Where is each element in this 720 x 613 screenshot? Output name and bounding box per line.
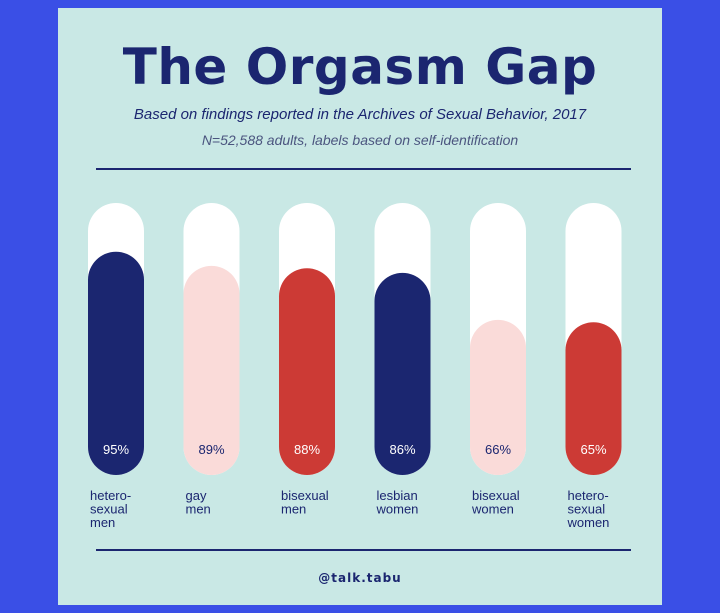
value-label: 95%	[103, 442, 129, 457]
bar-group: 66% bisexual women	[470, 203, 526, 517]
bar	[88, 251, 144, 475]
bar	[374, 272, 431, 475]
category-label: hetero-sexual women	[567, 488, 610, 530]
category-label: gay men	[186, 488, 211, 517]
top-divider	[96, 168, 631, 170]
value-label: 88%	[294, 442, 320, 457]
bar	[565, 322, 622, 475]
category-label: hetero-sexual men	[90, 488, 131, 530]
bar	[183, 265, 240, 475]
bar-chart: 95% hetero-sexual men 89% gay men 88% bisexual m…	[88, 203, 622, 530]
category-label: bisexual women	[471, 488, 520, 517]
bar	[470, 319, 526, 475]
value-label: 65%	[580, 442, 606, 457]
category-label: lesbian women	[376, 488, 419, 517]
subtitle: Based on findings reported in the Archiv…	[133, 106, 587, 123]
bar-group: 95% hetero-sexual men	[88, 203, 144, 530]
sample-note: N=52,588 adults, labels based on self-id…	[201, 132, 519, 148]
bar-group: 86% lesbian women	[374, 203, 431, 517]
value-label: 89%	[198, 442, 224, 457]
bar-group: 65% hetero-sexual women	[565, 203, 622, 530]
infographic-card: The Orgasm Gap Based on findings reporte…	[58, 8, 662, 605]
bar	[279, 268, 335, 475]
category-label: bisexual men	[281, 488, 329, 517]
value-label: 66%	[485, 442, 511, 457]
bar-group: 89% gay men	[183, 203, 240, 517]
value-label: 86%	[389, 442, 415, 457]
bar-group: 88% bisexual men	[279, 203, 335, 517]
bottom-divider	[96, 549, 631, 551]
social-handle: @talk.tabu	[318, 571, 402, 585]
page-title: The Orgasm Gap	[122, 38, 598, 96]
